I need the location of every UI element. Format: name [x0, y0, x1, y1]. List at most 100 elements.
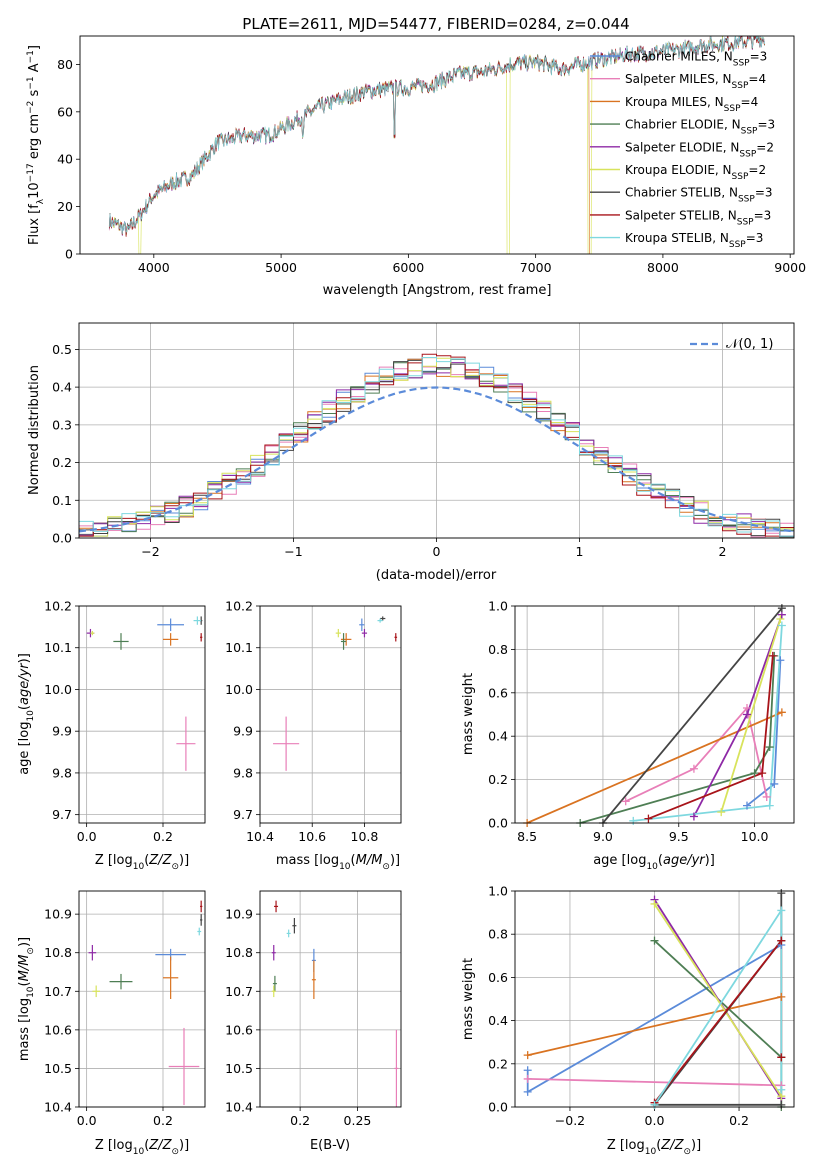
marker-chabrier_elodie: [750, 769, 759, 778]
legend-label-salpeter_stelib: Salpeter STELIB, NSSP=3: [625, 208, 771, 227]
legend-label-salpeter_miles: Salpeter MILES, NSSP=4: [625, 72, 766, 91]
mass-weight-line-kroupa_miles: [526, 711, 783, 823]
x-axis-label: age [log10(age/yr)]: [593, 853, 715, 872]
y-tick-label: 10.9: [225, 907, 253, 922]
y-tick-label: 0.5: [52, 342, 72, 357]
y-tick-label: 10.5: [44, 1061, 72, 1076]
marker-chabrier_miles: [776, 656, 785, 665]
plot-area: [79, 353, 794, 538]
y-tick-label: 10.0: [44, 682, 72, 697]
marker-kroupa_elodie: [650, 899, 659, 908]
panel-age_vs_Z: 0.0 0.2 9.7 9.8 9.9 10.0 10.1 10.2 Z [log10(Z/Z⊙…: [17, 599, 206, 872]
marker-kroupa_elodie: [776, 615, 785, 624]
plot-area: [271, 900, 399, 1107]
y-tick-label: 0.6: [488, 970, 508, 985]
x-tick-label: 8.5: [517, 829, 537, 844]
marker-kroupa_stelib: [777, 1085, 786, 1094]
legend-normal: 𝒩(0, 1): [726, 337, 773, 352]
panel-mw_vs_Z: −0.2 0.0 0.2 0.0 0.2 0.4 0.6 0.8 1.0 Z [log10(Z/Z…: [461, 884, 795, 1157]
panel-spectrum: 4000 5000 6000 7000 8000 9000 0 20 40 60 80 wavelen…: [26, 35, 806, 298]
y-tick-label: 0.0: [488, 816, 508, 831]
x-axis-label: E(B-V): [310, 1138, 350, 1153]
x-tick-label: 7000: [520, 260, 552, 275]
x-tick-label: −1: [284, 544, 302, 559]
plot-area: [526, 607, 783, 823]
y-tick-label: 10.7: [225, 984, 253, 999]
x-axis-label: wavelength [Angstrom, rest frame]: [323, 283, 552, 298]
y-tick-label: 10.8: [44, 945, 72, 960]
legend-label-chabrier_stelib: Chabrier STELIB, NSSP=3: [625, 186, 773, 205]
x-axis-label: Z [log10(Z/Z⊙)]: [607, 1138, 701, 1157]
legend-label-chabrier_elodie: Chabrier ELODIE, NSSP=3: [625, 118, 775, 137]
x-tick-label: 10.8: [351, 829, 379, 844]
marker-chabrier_elodie: [765, 743, 774, 752]
marker-chabrier_miles: [523, 1066, 532, 1075]
x-tick-label: 10.4: [246, 829, 274, 844]
mass-weight-line-salpeter_miles: [625, 706, 768, 803]
marker-chabrier_miles: [742, 801, 751, 810]
y-tick-label: 0.4: [52, 380, 72, 395]
legend-label-salpeter_elodie: Salpeter ELODIE, NSSP=2: [625, 140, 774, 159]
axes-frame: [78, 605, 206, 824]
x-tick-label: 5000: [265, 260, 297, 275]
x-tick-label: −0.2: [555, 1113, 585, 1128]
x-tick-label: 10.6: [298, 829, 326, 844]
spectrum-line: [108, 36, 765, 234]
x-axis-label: Z [log10(Z/Z⊙)]: [95, 1138, 189, 1157]
x-tick-label: 0.2: [153, 1113, 173, 1128]
panel-mass_vs_ebv: 0.2 0.25 10.4 10.5 10.6 10.7 10.8 10.9 E(B-V): [225, 890, 402, 1153]
marker-kroupa_miles: [777, 708, 786, 717]
mass-weight-line-kroupa_miles: [527, 995, 782, 1057]
marker-chabrier_elodie: [650, 936, 659, 945]
panel-age_vs_mass: 10.4 10.6 10.8 9.7 9.8 9.9 10.0 10.1 10.2 mass [l…: [225, 599, 402, 872]
marker-salpeter_miles: [523, 1074, 532, 1083]
y-axis-label: Flux [fλ10−17 erg cm−2 s−1 A−1]: [26, 45, 46, 245]
y-tick-label: 9.7: [52, 807, 72, 822]
axes-frame: [514, 605, 795, 824]
x-tick-label: 9000: [774, 260, 806, 275]
panel-mw_vs_age: 8.5 9.0 9.5 10.0 0.0 0.2 0.4 0.6 0.8 1.0 age [log1…: [461, 599, 795, 872]
y-tick-label: 1.0: [488, 599, 508, 614]
marker-salpeter_miles: [689, 764, 698, 773]
legend-label-chabrier_miles: Chabrier MILES, NSSP=3: [625, 50, 767, 69]
y-axis-label: age [log10(age/yr)]: [17, 653, 36, 775]
y-axis-label: mass weight: [461, 673, 476, 755]
panel-residuals: −2 −1 0 1 2 0.0 0.1 0.2 0.3 0.4 0.5 𝒩(0, 1) (data-mo…: [27, 322, 795, 583]
y-tick-label: 0.6: [488, 685, 508, 700]
marker-salpeter_stelib: [777, 936, 786, 945]
x-tick-label: 8000: [647, 260, 679, 275]
y-tick-label: 9.7: [233, 807, 253, 822]
y-tick-label: 0.3: [52, 417, 72, 432]
plot-area: [88, 900, 203, 1106]
y-tick-label: 9.8: [233, 765, 253, 780]
y-tick-label: 10.6: [225, 1022, 253, 1037]
axes-frame: [78, 322, 795, 539]
marker-chabrier_stelib: [777, 604, 786, 613]
axes-frame: [79, 35, 795, 255]
x-tick-label: 4000: [138, 260, 170, 275]
marker-salpeter_stelib: [644, 814, 653, 823]
x-tick-label: 9.5: [669, 829, 689, 844]
x-tick-label: 9.0: [593, 829, 613, 844]
normal-curve: [79, 386, 794, 533]
axes-frame: [259, 890, 402, 1108]
y-tick-label: 10.1: [225, 640, 253, 655]
marker-salpeter_elodie: [689, 812, 698, 821]
marker-salpeter_stelib: [758, 769, 767, 778]
y-tick-label: 0.1: [52, 493, 72, 508]
x-axis-label: Z [log10(Z/Z⊙)]: [95, 853, 189, 872]
plot-area: [108, 36, 765, 254]
y-tick-label: 10.9: [44, 907, 72, 922]
y-tick-label: 1.0: [488, 884, 508, 899]
legend-label-kroupa_elodie: Kroupa ELODIE, NSSP=2: [625, 163, 766, 182]
marker-kroupa_elodie: [717, 808, 726, 817]
y-tick-label: 0.4: [488, 729, 508, 744]
marker-chabrier_miles: [770, 779, 779, 788]
mass-weight-line-chabrier_elodie: [579, 655, 776, 823]
y-tick-label: 9.8: [52, 765, 72, 780]
legend: Chabrier MILES, NSSP=3 Salpeter MILES, NS…: [590, 50, 775, 250]
x-axis-label: mass [log10(M/M⊙)]: [276, 853, 400, 872]
mass-weight-line-chabrier_stelib: [602, 607, 783, 823]
axes-frame: [78, 890, 206, 1108]
x-tick-label: 6000: [392, 260, 424, 275]
